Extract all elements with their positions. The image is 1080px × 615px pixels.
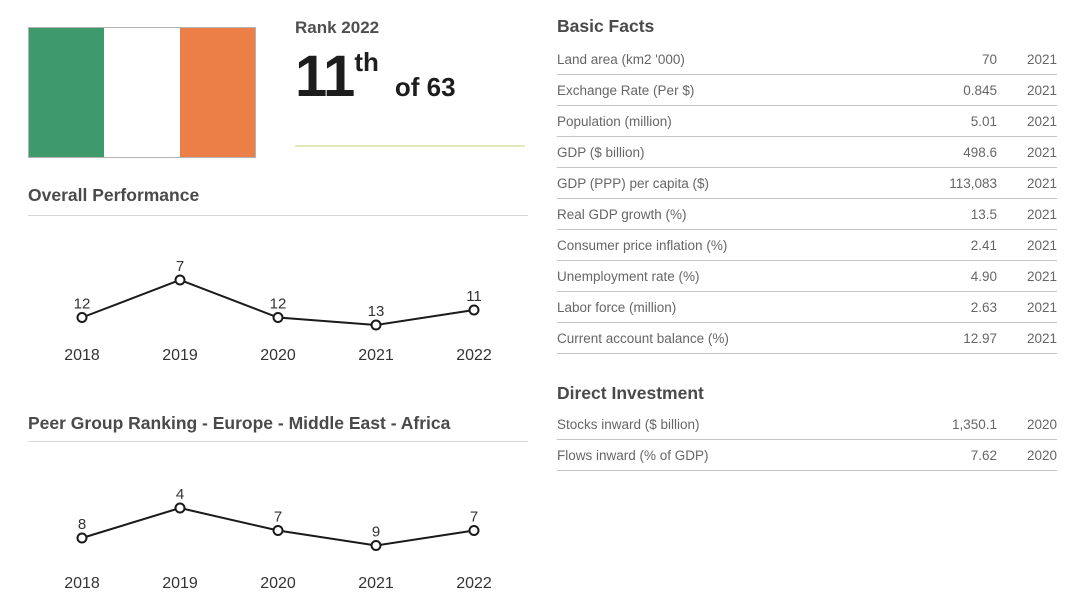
table-row: Land area (km2 '000) 70 2021 — [557, 44, 1057, 75]
data-point-label: 7 — [176, 258, 184, 275]
direct-investment-table: Stocks inward ($ billion) 1,350.1 2020 Flow… — [557, 409, 1057, 471]
row-value: 113,083 — [949, 175, 997, 191]
row-label: GDP ($ billion) — [557, 144, 645, 160]
row-year: 2020 — [1026, 447, 1057, 463]
overall-performance-chart: 12 2018 7 2019 12 2020 13 2021 11 2022 — [64, 258, 492, 364]
row-label: Exchange Rate (Per $) — [557, 82, 695, 98]
x-axis-year-label: 2021 — [358, 575, 394, 592]
row-label: Current account balance (%) — [557, 330, 729, 346]
basic-facts-table: Land area (km2 '000) 70 2021 Exchange Rate … — [557, 44, 1057, 354]
row-value: 4.90 — [970, 268, 997, 284]
table-row: Consumer price inflation (%) 2.41 2021 — [557, 230, 1057, 261]
data-point — [468, 525, 480, 536]
data-point — [174, 502, 186, 514]
table-row: GDP (PPP) per capita ($) 113,083 2021 — [557, 168, 1057, 199]
x-axis-year-label: 2022 — [456, 575, 492, 592]
x-axis-year-label: 2020 — [260, 575, 296, 592]
ireland-flag — [28, 27, 256, 158]
data-point — [370, 540, 382, 551]
table-row: Labor force (million) 2.63 2021 — [557, 292, 1057, 323]
data-point — [468, 304, 480, 316]
table-row: GDP ($ billion) 498.6 2021 — [557, 137, 1057, 168]
row-label: Flows inward (% of GDP) — [557, 447, 709, 463]
rank-separator — [295, 145, 525, 147]
row-label: Population (million) — [557, 113, 672, 129]
overall-performance-title: Overall Performance — [28, 185, 200, 205]
flag-orange-stripe — [179, 28, 255, 157]
direct-investment-title: Direct Investment — [557, 383, 704, 403]
flag-white-stripe — [104, 28, 180, 157]
row-value: 2.63 — [970, 299, 997, 315]
table-row: Current account balance (%) 12.97 2021 — [557, 323, 1057, 354]
data-point — [272, 312, 284, 323]
row-year: 2021 — [1026, 175, 1057, 191]
x-axis-year-label: 2019 — [162, 575, 198, 592]
row-label: Stocks inward ($ billion) — [557, 416, 700, 432]
row-label: Land area (km2 '000) — [557, 51, 685, 67]
data-point-label: 12 — [270, 296, 287, 313]
x-axis-year-label: 2021 — [358, 347, 394, 364]
peer-group-ranking-chart: 8 2018 4 2019 7 2020 9 2021 7 2022 — [64, 486, 492, 592]
row-label: Consumer price inflation (%) — [557, 237, 728, 253]
x-axis-year-label: 2018 — [64, 575, 100, 592]
overall-performance-rule — [28, 215, 528, 216]
data-point-label: 7 — [274, 509, 282, 526]
row-year: 2021 — [1026, 268, 1057, 284]
data-point-label: 8 — [78, 516, 86, 533]
data-point-label: 11 — [466, 288, 482, 305]
row-label: Real GDP growth (%) — [557, 206, 687, 222]
table-row: Population (million) 5.01 2021 — [557, 106, 1057, 137]
row-year: 2021 — [1026, 330, 1057, 346]
x-axis-year-label: 2020 — [260, 347, 296, 364]
row-year: 2021 — [1026, 82, 1057, 98]
row-label: Unemployment rate (%) — [557, 268, 700, 284]
row-value: 5.01 — [970, 113, 997, 129]
rank-of-total: of 63 — [394, 72, 456, 102]
row-value: 2.41 — [970, 237, 997, 253]
data-point — [76, 312, 88, 323]
rank-block: Rank 2022 11th of 63 — [295, 18, 526, 106]
rank-line: 11th of 63 — [295, 47, 526, 106]
table-row: Stocks inward ($ billion) 1,350.1 2020 — [557, 409, 1057, 440]
row-label: GDP (PPP) per capita ($) — [557, 175, 710, 191]
data-point — [174, 274, 186, 286]
row-value: 7.62 — [970, 447, 997, 463]
row-year: 2021 — [1026, 144, 1057, 160]
row-value: 70 — [981, 51, 997, 67]
row-year: 2021 — [1026, 299, 1057, 315]
table-row: Flows inward (% of GDP) 7.62 2020 — [557, 440, 1057, 471]
data-point — [370, 319, 382, 331]
x-axis-year-label: 2019 — [162, 347, 198, 364]
peer-group-ranking-rule — [28, 441, 528, 442]
data-point-label: 12 — [74, 296, 91, 313]
data-point — [76, 532, 88, 544]
row-year: 2021 — [1026, 237, 1057, 253]
rank-value: 11 — [295, 44, 355, 109]
data-point-label: 7 — [470, 509, 478, 526]
data-point — [272, 525, 284, 536]
row-value: 498.6 — [963, 144, 997, 160]
x-axis-year-label: 2022 — [456, 347, 492, 364]
table-row: Exchange Rate (Per $) 0.845 2021 — [557, 75, 1057, 106]
flag-green-stripe — [29, 28, 105, 157]
peer-group-ranking-title: Peer Group Ranking - Europe - Middle Eas… — [28, 413, 451, 433]
row-year: 2021 — [1026, 206, 1057, 222]
x-axis-year-label: 2018 — [64, 347, 100, 364]
data-point-label: 13 — [368, 303, 385, 320]
basic-facts-title: Basic Facts — [557, 16, 655, 36]
row-value: 1,350.1 — [951, 416, 997, 432]
row-value: 0.845 — [963, 82, 997, 98]
row-value: 12.97 — [963, 330, 997, 346]
row-year: 2021 — [1026, 113, 1057, 129]
table-row: Unemployment rate (%) 4.90 2021 — [557, 261, 1057, 292]
rank-label: Rank 2022 — [295, 18, 380, 37]
row-year: 2021 — [1026, 51, 1057, 67]
data-point-label: 9 — [372, 524, 380, 541]
data-point-label: 4 — [176, 486, 184, 503]
row-value: 13.5 — [970, 206, 997, 222]
row-label: Labor force (million) — [557, 299, 677, 315]
row-year: 2020 — [1026, 416, 1057, 432]
rank-ordinal-suffix: th — [354, 47, 379, 77]
table-row: Real GDP growth (%) 13.5 2021 — [557, 199, 1057, 230]
